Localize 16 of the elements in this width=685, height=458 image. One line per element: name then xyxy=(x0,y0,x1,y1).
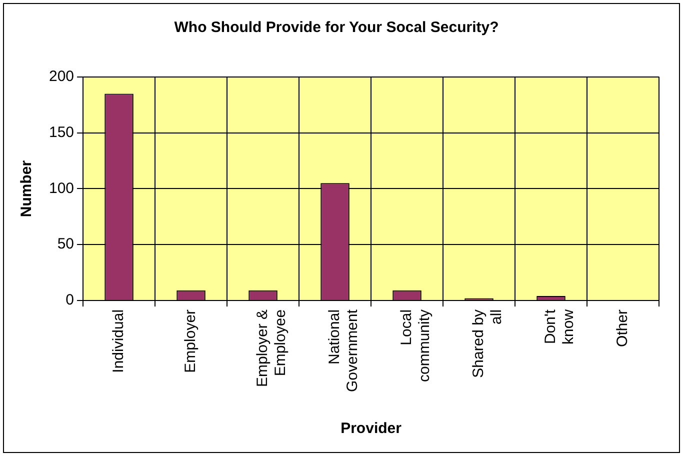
x-axis-title: Provider xyxy=(340,420,402,438)
x-tick-label: National Government xyxy=(326,308,362,392)
x-tick-label: Local community xyxy=(398,308,434,382)
y-tick-label: 200 xyxy=(48,68,74,86)
y-axis-title: Number xyxy=(18,160,36,218)
y-tick-label: 0 xyxy=(66,292,74,309)
y-tick-label: 150 xyxy=(48,124,74,142)
chart-title: Who Should Provide for Your Socal Security? xyxy=(174,19,499,36)
y-tick-label: 100 xyxy=(48,180,74,197)
x-tick-label: Shared by all xyxy=(470,308,506,378)
x-tick-label: Other xyxy=(614,309,632,347)
x-tick-label: Individual xyxy=(110,309,128,373)
x-tick-label: Employer & Employee xyxy=(254,309,290,387)
x-tick-label: Employer xyxy=(182,309,200,373)
y-tick-label: 50 xyxy=(57,236,74,253)
x-tick-label: Don't know xyxy=(542,308,578,344)
